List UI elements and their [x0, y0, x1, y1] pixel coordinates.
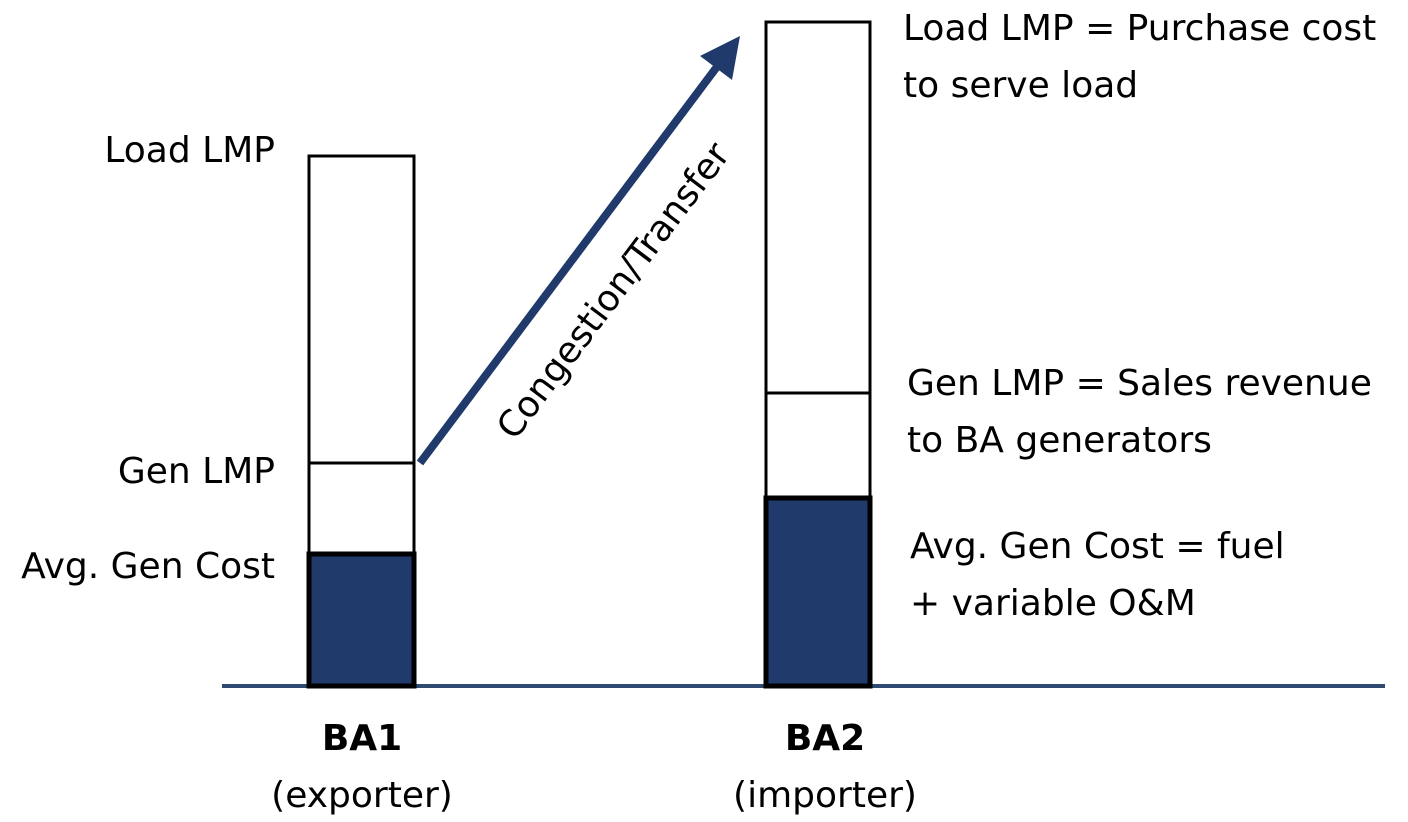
ba2-cost-label: + variable O&M [910, 583, 1196, 624]
column-role: (exporter) [271, 775, 453, 816]
column-name: BA2 [785, 718, 865, 759]
ba2-load-label: to serve load [903, 65, 1138, 106]
ba2-gen-label: to BA generators [907, 420, 1212, 461]
column-name: BA1 [322, 718, 402, 759]
ba2-bar [763, 20, 873, 689]
ba1-load-label: Load LMP [104, 130, 275, 171]
ba2-cost-label: Avg. Gen Cost = fuel [910, 526, 1285, 567]
ba1-cost-block [306, 551, 417, 689]
ba2-cost-block [763, 495, 873, 689]
column-role: (importer) [733, 775, 917, 816]
ba1-gen-label: Gen LMP [118, 451, 275, 492]
arrow-label: Congestion/Transfer [489, 135, 738, 447]
ba1-bar [306, 154, 417, 689]
transfer-arrow [416, 35, 740, 466]
ba2-gen-label: Gen LMP = Sales revenue [907, 363, 1372, 404]
ba2-load-label: Load LMP = Purchase cost [903, 8, 1376, 49]
ba1-cost-label: Avg. Gen Cost [21, 546, 275, 587]
